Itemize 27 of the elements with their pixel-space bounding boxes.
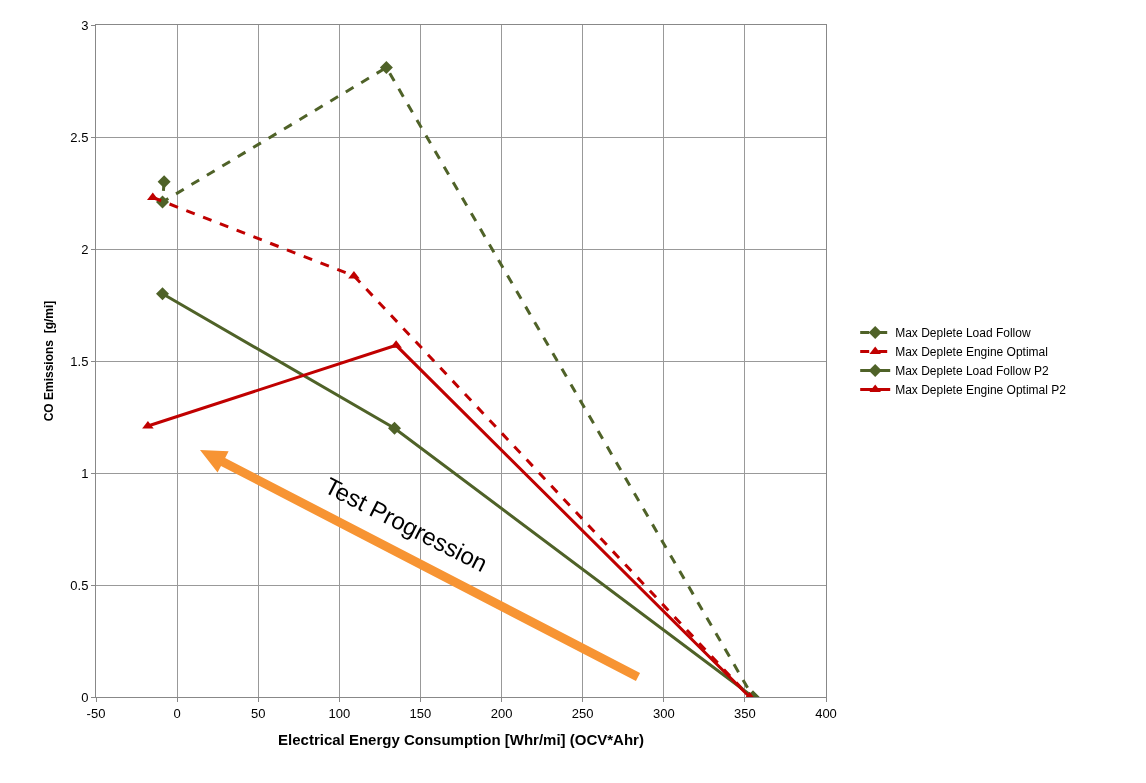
x-tick-label: 250 — [571, 705, 594, 721]
y-tick-label: 3 — [81, 17, 89, 33]
point — [157, 175, 171, 189]
y-tick-label: 1.5 — [70, 353, 89, 369]
x-tick-label: 400 — [815, 705, 837, 721]
y-tick-label: 2.5 — [70, 129, 89, 145]
y-tick-label: 0.5 — [70, 577, 89, 593]
x-tick-label: -50 — [86, 705, 106, 721]
x-tick-label: 350 — [734, 705, 756, 721]
point — [379, 61, 393, 75]
y-tick-label: 0 — [81, 689, 89, 705]
point — [387, 421, 401, 435]
y-tick-label: 1 — [81, 465, 89, 481]
legend-label: Max Deplete Load Follow — [895, 326, 1031, 341]
legend-label: Max Deplete Engine Optimal P2 — [895, 383, 1067, 398]
y-axis-title: CO Emissions [g/mi] — [41, 300, 56, 422]
x-tick-label: 300 — [652, 705, 675, 721]
x-tick-label: 100 — [328, 705, 351, 721]
x-axis-title: Electrical Energy Consumption [Whr/mi] (OCV*Ahr) — [278, 730, 644, 748]
legend-label: Max Deplete Engine Optimal — [895, 345, 1048, 360]
y-tick-label: 2 — [81, 241, 89, 257]
x-tick-label: 50 — [250, 705, 266, 721]
x-tick-label: 200 — [490, 705, 513, 721]
legend-label: Max Deplete Load Follow P2 — [895, 364, 1049, 379]
x-tick-label: 150 — [409, 705, 432, 721]
point — [156, 287, 170, 301]
x-tick-label: 0 — [173, 705, 181, 721]
